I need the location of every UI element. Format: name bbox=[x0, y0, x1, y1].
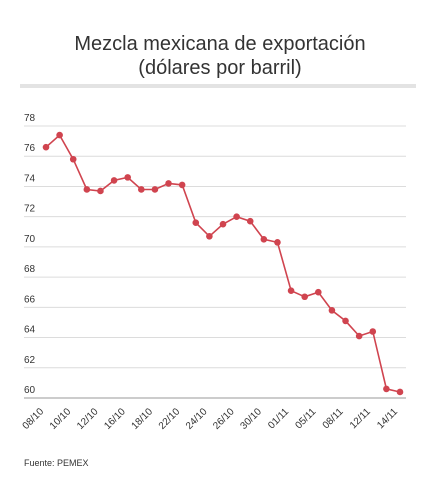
y-tick-label: 70 bbox=[24, 234, 36, 245]
data-point bbox=[56, 131, 63, 139]
y-tick-label: 68 bbox=[24, 264, 36, 275]
x-tick-label: 12/11 bbox=[348, 406, 373, 431]
data-point bbox=[355, 332, 363, 340]
data-point bbox=[165, 180, 172, 187]
x-tick-label: 16/10 bbox=[102, 406, 128, 432]
x-axis-labels: 08/10 10/10 12/10 16/10 18/10 22/10 24/10 26/10… bbox=[21, 406, 401, 432]
data-point bbox=[274, 239, 281, 246]
x-tick-label: 26/10 bbox=[211, 406, 237, 432]
data-point bbox=[42, 143, 50, 151]
data-point bbox=[260, 236, 268, 243]
chart-subtitle: (dólares por barril) bbox=[138, 57, 302, 79]
y-tick-label: 76 bbox=[24, 143, 36, 154]
data-point bbox=[342, 317, 349, 325]
y-axis-labels: 60 62 64 66 68 70 72 74 76 78 bbox=[24, 113, 36, 396]
x-tick-label: 22/10 bbox=[157, 406, 183, 432]
data-point bbox=[219, 220, 227, 228]
data-point bbox=[97, 187, 104, 195]
x-tick-label: 08/10 bbox=[21, 406, 47, 432]
x-tick-label: 18/10 bbox=[130, 406, 156, 432]
x-tick-label: 05/11 bbox=[293, 406, 318, 431]
y-tick-label: 72 bbox=[24, 204, 36, 215]
data-point bbox=[178, 181, 186, 189]
chart-title-block: Mezcla mexicana de exportación (dólares … bbox=[0, 32, 440, 80]
x-tick-label: 01/11 bbox=[266, 406, 291, 431]
gridlines bbox=[24, 125, 406, 399]
y-tick-label: 62 bbox=[24, 355, 36, 366]
price-line bbox=[45, 133, 401, 393]
y-tick-label: 66 bbox=[24, 294, 36, 305]
data-point bbox=[396, 388, 404, 396]
data-point bbox=[287, 287, 295, 295]
x-tick-label: 12/10 bbox=[75, 406, 101, 432]
data-point bbox=[233, 213, 240, 220]
x-tick-label: 14/11 bbox=[375, 406, 400, 431]
y-tick-label: 64 bbox=[24, 325, 36, 336]
data-point bbox=[383, 385, 390, 393]
y-tick-label: 74 bbox=[24, 173, 36, 184]
source-note: Fuente: PEMEX bbox=[24, 458, 89, 468]
x-tick-label: 24/10 bbox=[184, 406, 210, 432]
x-tick-label: 08/11 bbox=[321, 406, 346, 431]
data-point bbox=[206, 233, 213, 240]
x-tick-label: 10/10 bbox=[48, 406, 74, 432]
series-line bbox=[45, 133, 401, 393]
data-point bbox=[246, 217, 254, 225]
data-point bbox=[192, 219, 200, 227]
data-point bbox=[110, 177, 118, 184]
data-point bbox=[69, 155, 77, 163]
data-point bbox=[124, 174, 131, 181]
data-point bbox=[83, 186, 91, 193]
data-points bbox=[42, 131, 404, 396]
data-point bbox=[151, 186, 159, 193]
y-tick-label: 60 bbox=[24, 385, 36, 396]
y-tick-label: 78 bbox=[24, 113, 36, 124]
chart-title: Mezcla mexicana de exportación bbox=[74, 33, 366, 55]
title-divider bbox=[20, 84, 416, 88]
data-point bbox=[369, 328, 377, 335]
x-tick-label: 30/10 bbox=[238, 406, 264, 432]
data-point bbox=[138, 186, 145, 193]
data-point bbox=[301, 293, 308, 301]
data-point bbox=[315, 288, 322, 296]
data-point bbox=[328, 307, 336, 314]
